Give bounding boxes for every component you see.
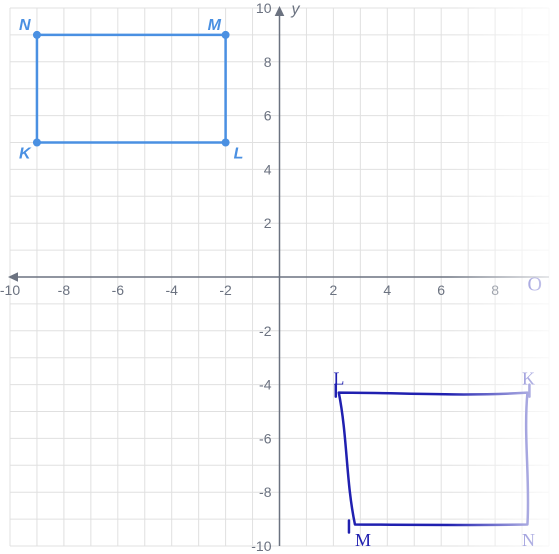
x-tick-label: 4 bbox=[383, 282, 391, 298]
y-tick-label: -8 bbox=[259, 484, 272, 500]
coordinate-plane-diagram: -10 -8 -6 -4 -2 2 4 6 8 -10 -8 -6 -4 -2 2 4 6 8 10 y N M L K L K M… bbox=[0, 0, 559, 554]
y-tick-label: 6 bbox=[264, 108, 272, 124]
y-tick-label: 8 bbox=[264, 54, 272, 70]
y-axis-label: y bbox=[291, 1, 301, 18]
vertex-l bbox=[222, 139, 230, 147]
y-tick-label: 2 bbox=[264, 215, 272, 231]
vertex-m bbox=[222, 31, 230, 39]
x-tick-label: 6 bbox=[437, 282, 445, 298]
vertex-label-l: L bbox=[234, 146, 244, 163]
vertex-label-k: K bbox=[19, 146, 32, 163]
y-tick-label: -10 bbox=[251, 538, 271, 554]
hand-label-l: L bbox=[333, 369, 344, 389]
hand-label-m: M bbox=[355, 530, 371, 550]
x-tick-label: -6 bbox=[112, 282, 125, 298]
x-tick-label: 2 bbox=[330, 282, 338, 298]
y-tick-label: -4 bbox=[259, 377, 272, 393]
hand-label-n: N bbox=[522, 530, 535, 550]
x-tick-label: -2 bbox=[219, 282, 232, 298]
y-tick-label: -6 bbox=[259, 430, 272, 446]
vertex-label-m: M bbox=[208, 17, 222, 34]
x-tick-label: -10 bbox=[0, 282, 20, 298]
y-tick-label: 4 bbox=[264, 161, 272, 177]
vertex-label-n: N bbox=[19, 17, 31, 34]
hand-label-k: K bbox=[522, 369, 535, 389]
x-tick-label: -8 bbox=[58, 282, 71, 298]
vertex-k bbox=[33, 139, 41, 147]
plot-svg: -10 -8 -6 -4 -2 2 4 6 8 -10 -8 -6 -4 -2 2 4 6 8 10 y N M L K L K M… bbox=[0, 0, 559, 554]
x-tick-label: -4 bbox=[165, 282, 178, 298]
y-tick-label: -2 bbox=[259, 323, 272, 339]
hand-label-extra: O bbox=[527, 273, 541, 295]
vertex-n bbox=[33, 31, 41, 39]
y-tick-label: 10 bbox=[256, 0, 272, 16]
x-tick-label: 8 bbox=[491, 282, 499, 298]
